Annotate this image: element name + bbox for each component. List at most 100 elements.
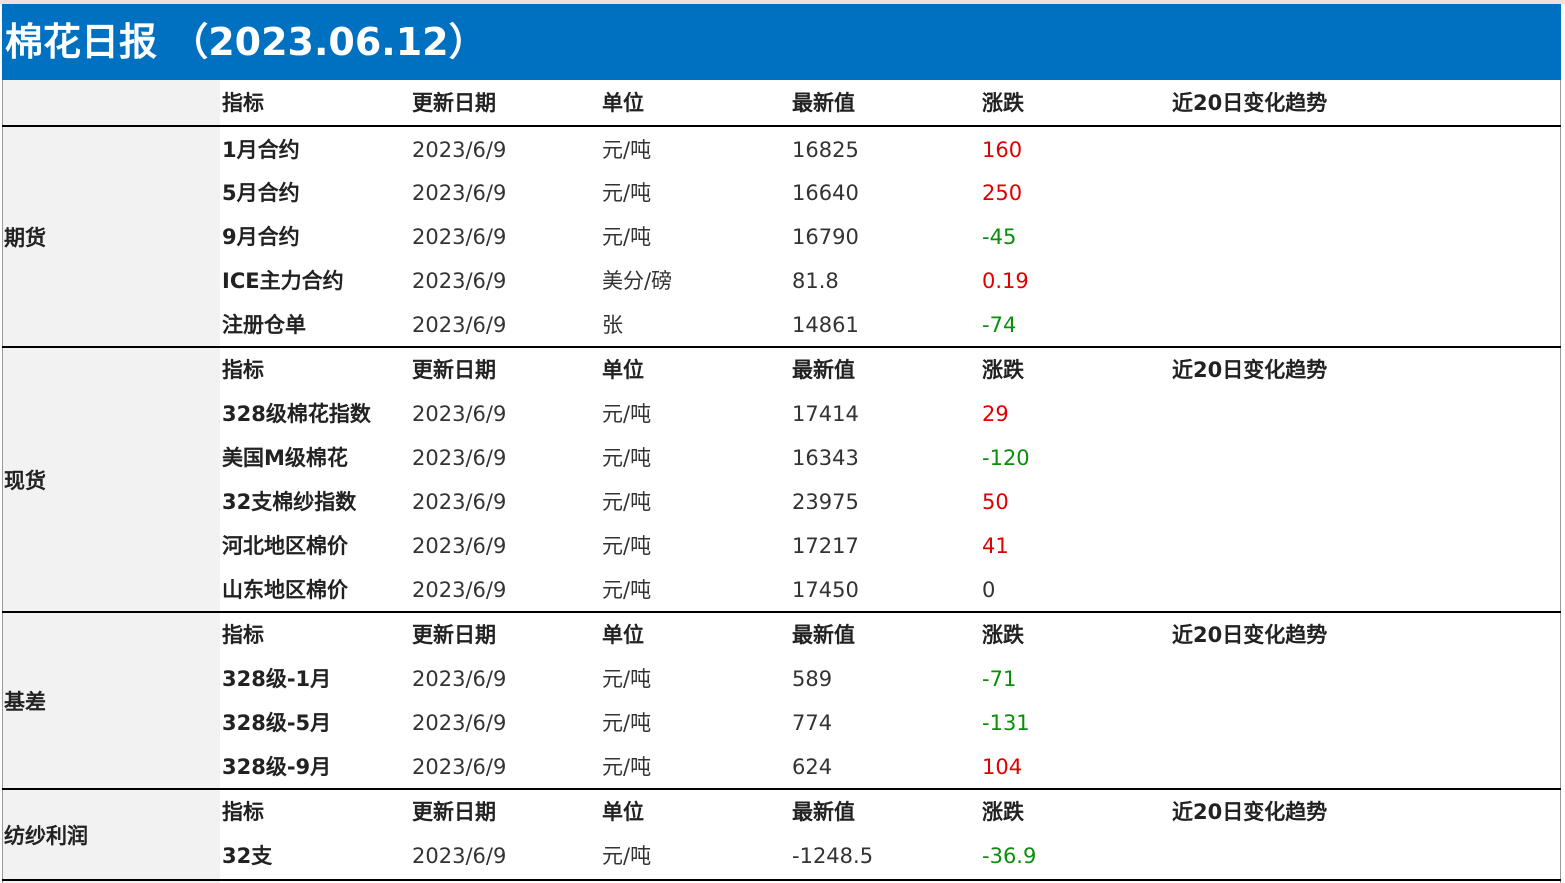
indicator-name: 山东地区棉价	[222, 577, 348, 602]
indicator-name: 328级棉花指数	[222, 401, 371, 426]
change-value: -74	[982, 313, 1017, 338]
table-row: 328级-1月 2023/6/9 元/吨 589 -71	[0, 657, 1565, 701]
header-latest: 最新值	[792, 800, 855, 824]
header-indicator: 指标	[222, 800, 264, 824]
header-unit: 单位	[602, 623, 644, 647]
indicator-name: 注册仓单	[222, 313, 306, 338]
header-unit: 单位	[602, 91, 644, 115]
change-value: -71	[982, 666, 1017, 691]
unit: 美分/磅	[602, 269, 673, 294]
header-update-date: 更新日期	[412, 800, 496, 824]
section-label: 基差	[4, 689, 46, 714]
indicator-name: 5月合约	[222, 181, 300, 206]
update-date: 2023/6/9	[412, 137, 507, 162]
indicator-name: 美国M级棉花	[222, 445, 348, 470]
unit: 元/吨	[602, 666, 652, 691]
table-row: 32支 2023/6/9 元/吨 -1248.5 -36.9	[0, 834, 1565, 878]
table-row: 9月合约 2023/6/9 元/吨 16790 -45	[0, 215, 1565, 259]
update-date: 2023/6/9	[412, 313, 507, 338]
change-value: 104	[982, 754, 1023, 779]
update-date: 2023/6/9	[412, 401, 507, 426]
header-unit: 单位	[602, 358, 644, 382]
indicator-name: 河北地区棉价	[222, 533, 348, 558]
change-value: -120	[982, 445, 1030, 470]
unit: 元/吨	[602, 181, 652, 206]
update-date: 2023/6/9	[412, 445, 507, 470]
section-divider	[2, 346, 1561, 348]
section-label: 纺纱利润	[4, 823, 88, 848]
table-header-row: 指标 更新日期 单位 最新值 涨跌 近20日变化趋势	[0, 81, 1565, 125]
unit: 元/吨	[602, 533, 652, 558]
change-value: -45	[982, 225, 1017, 250]
section-label-cell	[3, 790, 220, 880]
update-date: 2023/6/9	[412, 269, 507, 294]
indicator-name: 9月合约	[222, 225, 300, 250]
unit: 元/吨	[602, 489, 652, 514]
table-row: 1月合约 2023/6/9 元/吨 16825 160	[0, 128, 1565, 172]
update-date: 2023/6/9	[412, 710, 507, 735]
table-row: 山东地区棉价 2023/6/9 元/吨 17450 0	[0, 568, 1565, 612]
table-right-border	[1560, 80, 1561, 883]
table-row: 328级-5月 2023/6/9 元/吨 774 -131	[0, 701, 1565, 745]
latest-value: 81.8	[792, 269, 839, 294]
indicator-name: 1月合约	[222, 137, 300, 162]
section-divider	[2, 125, 1561, 127]
table-row: ICE主力合约 2023/6/9 美分/磅 81.8 0.19	[0, 259, 1565, 303]
section-divider	[2, 788, 1561, 790]
update-date: 2023/6/9	[412, 666, 507, 691]
unit: 元/吨	[602, 401, 652, 426]
table-row: 注册仓单 2023/6/9 张 14861 -74	[0, 303, 1565, 347]
update-date: 2023/6/9	[412, 533, 507, 558]
update-date: 2023/6/9	[412, 489, 507, 514]
section-label-cell	[3, 127, 220, 347]
change-value: 250	[982, 181, 1023, 206]
change-value: 0	[982, 577, 996, 602]
unit: 元/吨	[602, 445, 652, 470]
change-value: 41	[982, 533, 1009, 558]
section-divider	[2, 611, 1561, 613]
header-change: 涨跌	[982, 623, 1024, 647]
section-label-cell	[3, 80, 220, 126]
section-label: 期货	[4, 225, 46, 250]
header-latest: 最新值	[792, 91, 855, 115]
header-update-date: 更新日期	[412, 623, 496, 647]
change-value: 160	[982, 137, 1023, 162]
header-update-date: 更新日期	[412, 91, 496, 115]
table-header-row: 指标 更新日期 单位 最新值 涨跌 近20日变化趋势	[0, 348, 1565, 392]
header-unit: 单位	[602, 800, 644, 824]
indicator-name: 32支	[222, 843, 273, 868]
latest-value: 23975	[792, 489, 859, 514]
header-latest: 最新值	[792, 358, 855, 382]
change-value: -131	[982, 710, 1030, 735]
header-indicator: 指标	[222, 623, 264, 647]
latest-value: 774	[792, 710, 833, 735]
table-row: 河北地区棉价 2023/6/9 元/吨 17217 41	[0, 524, 1565, 568]
latest-value: 16640	[792, 181, 859, 206]
unit: 元/吨	[602, 577, 652, 602]
indicator-name: 328级-5月	[222, 710, 332, 735]
latest-value: 17217	[792, 533, 859, 558]
change-value: 0.19	[982, 269, 1029, 294]
header-trend: 近20日变化趋势	[1172, 800, 1328, 824]
indicator-name: 328级-1月	[222, 666, 332, 691]
indicator-name: ICE主力合约	[222, 269, 344, 294]
section-label: 现货	[4, 468, 46, 493]
header-indicator: 指标	[222, 358, 264, 382]
section-label-cell	[3, 613, 220, 789]
change-value: 29	[982, 401, 1009, 426]
unit: 元/吨	[602, 137, 652, 162]
latest-value: 17414	[792, 401, 859, 426]
latest-value: -1248.5	[792, 843, 874, 868]
latest-value: 14861	[792, 313, 859, 338]
header-trend: 近20日变化趋势	[1172, 623, 1328, 647]
header-change: 涨跌	[982, 800, 1024, 824]
table-row: 5月合约 2023/6/9 元/吨 16640 250	[0, 171, 1565, 215]
change-value: -36.9	[982, 843, 1037, 868]
unit: 元/吨	[602, 754, 652, 779]
table-row: 328级-9月 2023/6/9 元/吨 624 104	[0, 745, 1565, 789]
top-edge-line	[0, 0, 1565, 4]
update-date: 2023/6/9	[412, 754, 507, 779]
unit: 元/吨	[602, 225, 652, 250]
table-row: 32支棉纱指数 2023/6/9 元/吨 23975 50	[0, 480, 1565, 524]
header-latest: 最新值	[792, 623, 855, 647]
